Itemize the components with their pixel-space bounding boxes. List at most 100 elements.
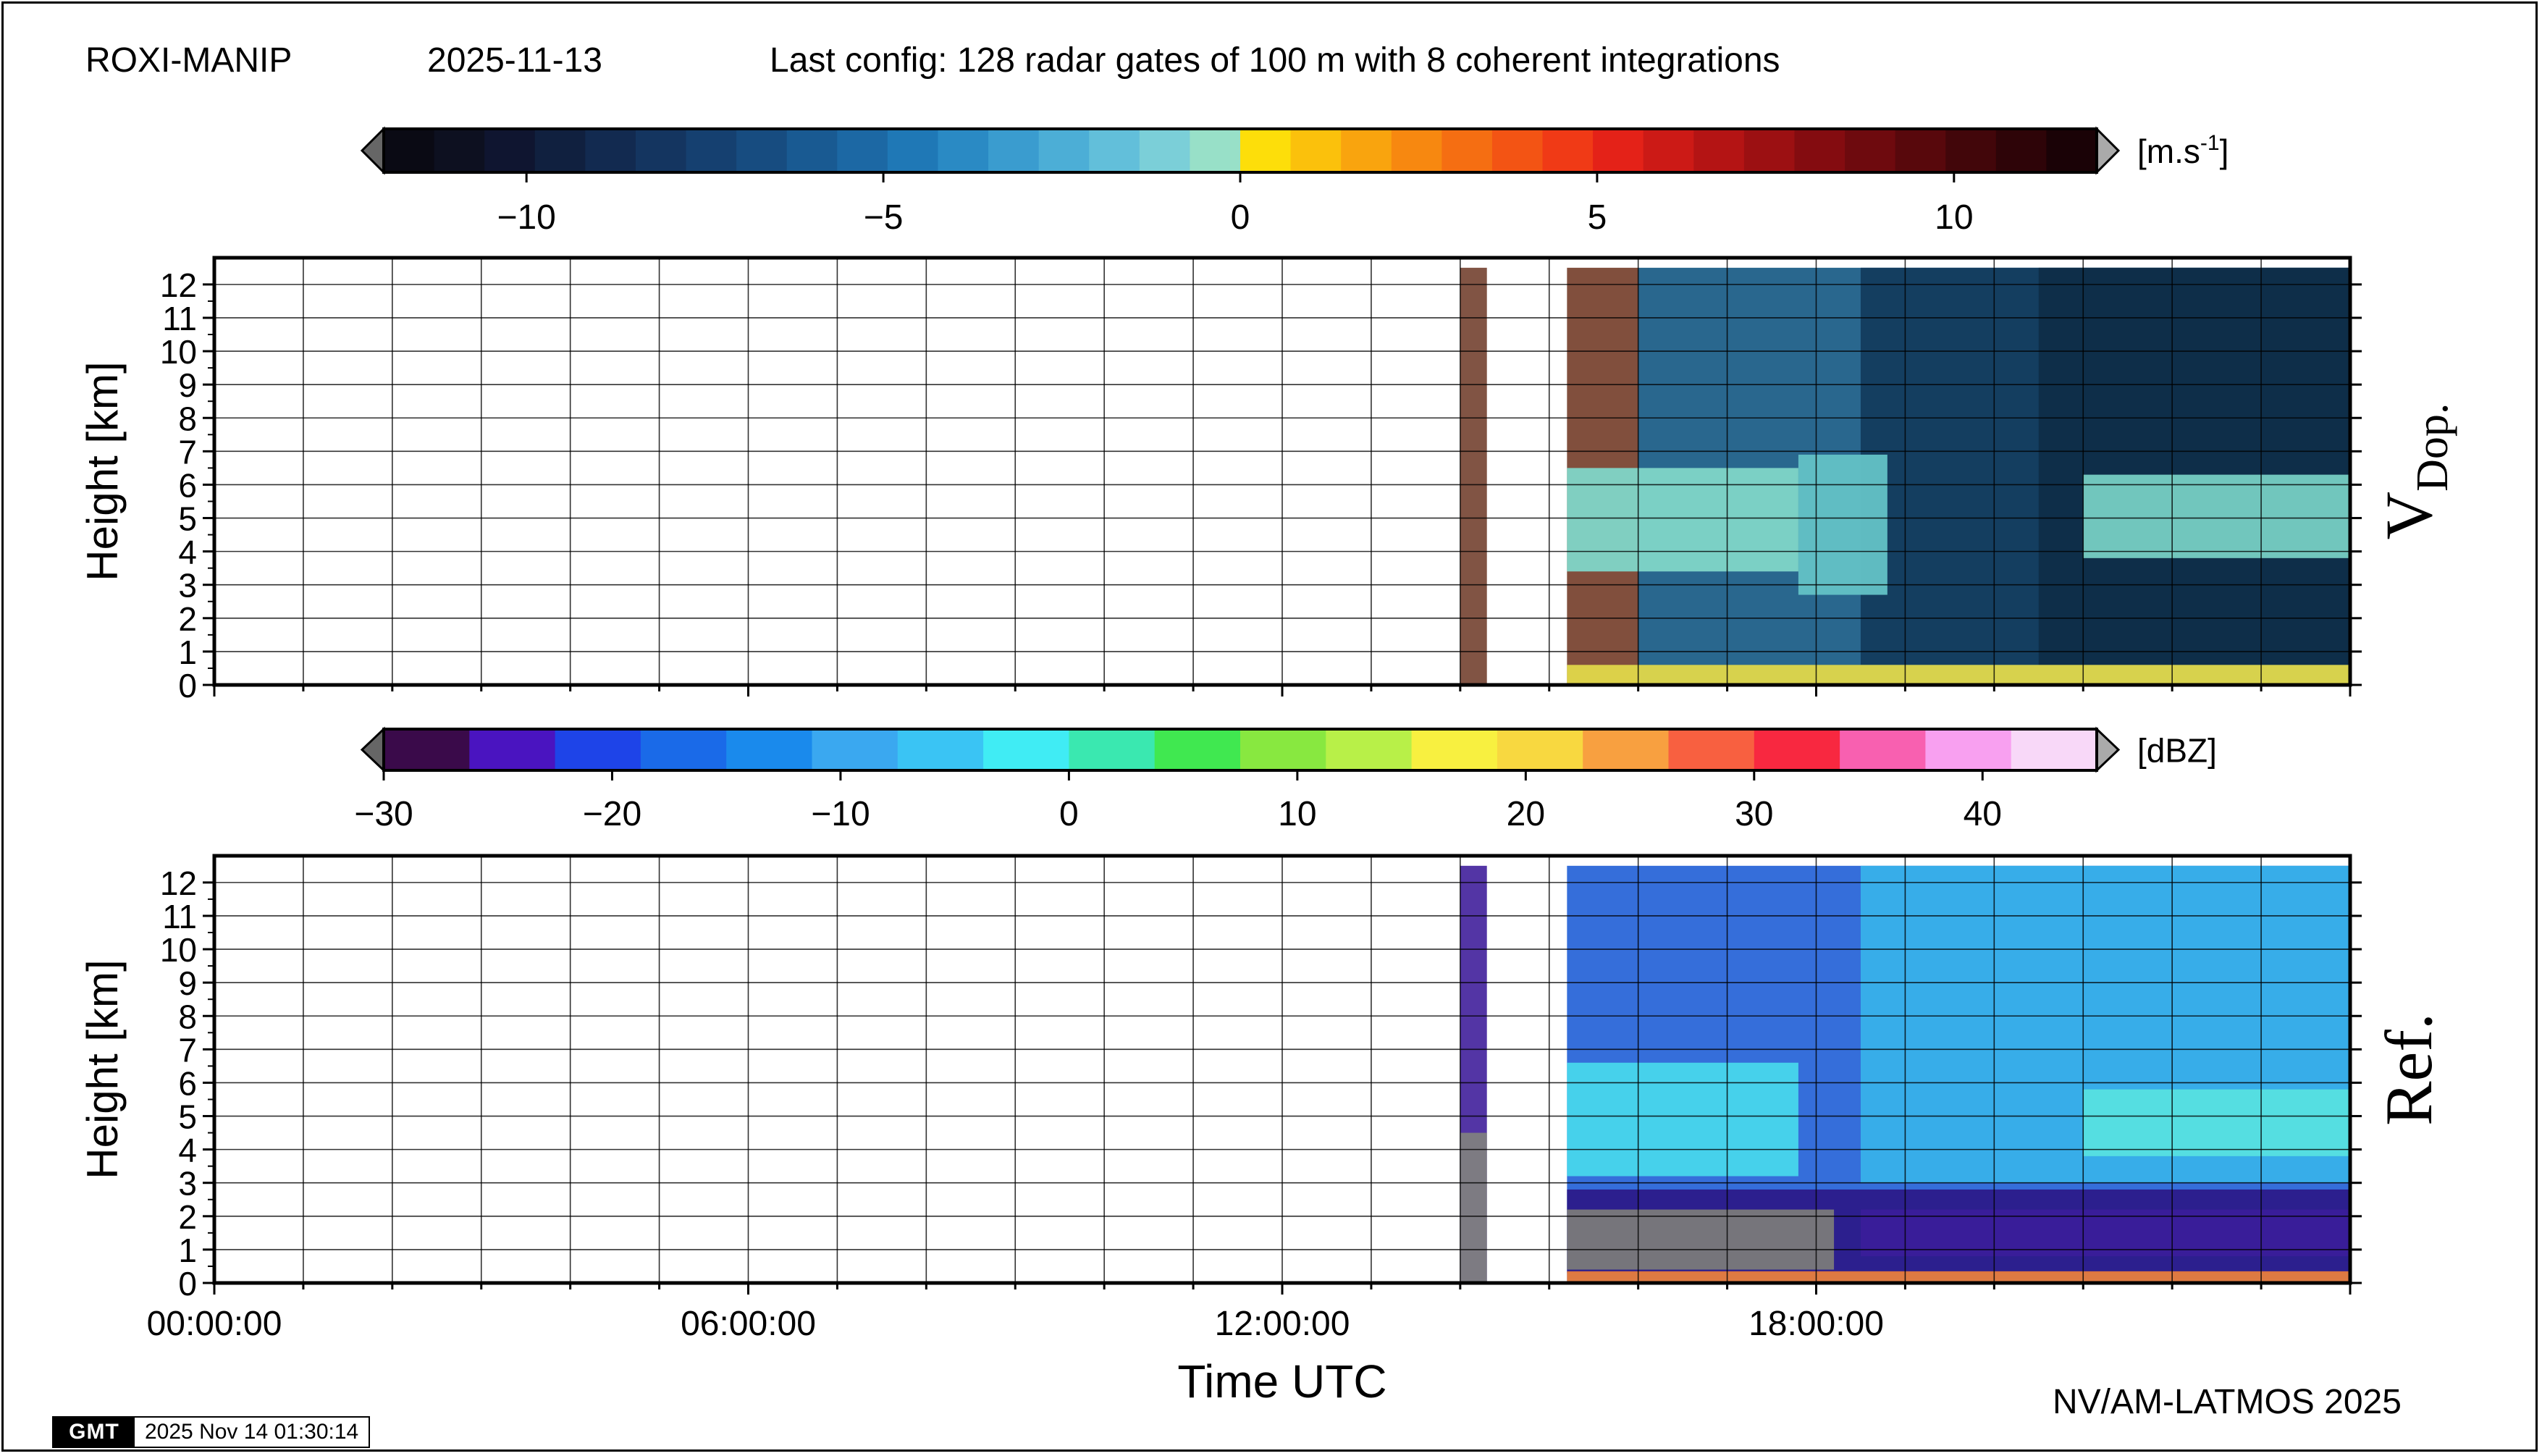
y-tick-label: 11 (162, 300, 197, 337)
colorbar-segment (1290, 129, 1342, 172)
colorbar-segment (1190, 129, 1241, 172)
colorbar-segment (1069, 729, 1156, 770)
colorbar-segment (1895, 129, 1946, 172)
colorbar-segment (1240, 729, 1326, 770)
colorbar-segment (736, 129, 788, 172)
colorbar-segment (938, 129, 989, 172)
colorbar-segment (1442, 129, 1493, 172)
colorbar-tick-label: 0 (1231, 198, 1250, 237)
colorbar-segment (1491, 129, 1544, 172)
colorbar-segment (1583, 729, 1670, 770)
colorbar-segment (983, 729, 1069, 770)
heatmap-region (2038, 267, 2350, 665)
y-tick-label: 4 (178, 1132, 197, 1169)
colorbar-tick-label: 30 (1735, 795, 1773, 833)
colorbar-segment (1326, 729, 1413, 770)
y-tick-label: 2 (178, 600, 197, 638)
y-tick-label: 0 (178, 1265, 197, 1303)
y-tick-label: 6 (178, 466, 197, 504)
x-tick-label: 06:00:00 (681, 1305, 816, 1343)
y-axis-label: Height [km] (78, 361, 127, 581)
y-tick-label: 10 (160, 931, 197, 969)
colorbar-segment (1643, 129, 1694, 172)
colorbar-segment (2046, 129, 2097, 172)
x-tick-label: 00:00:00 (147, 1305, 282, 1343)
colorbar-frame (382, 728, 2098, 772)
y-tick-label: 3 (178, 1165, 197, 1203)
x-tick-label: 18:00:00 (1748, 1305, 1884, 1343)
y-tick-label: 12 (160, 266, 197, 304)
colorbar-tick-label: −10 (811, 795, 870, 833)
heatmap-region (1460, 1132, 1487, 1283)
y-tick-label: 1 (178, 1232, 197, 1269)
colorbar-segment (1341, 129, 1392, 172)
colorbar-segment (1497, 729, 1583, 770)
colorbar-tick-label: 20 (1507, 795, 1545, 833)
colorbar-tick-label: 5 (1588, 198, 1607, 237)
colorbar-segment (1693, 129, 1745, 172)
colorbar-segment (1038, 129, 1090, 172)
colorbar-segment (1995, 129, 2048, 172)
panel-label: Ref. (2372, 1013, 2446, 1126)
colorbar-tick-label: 10 (1935, 198, 1973, 237)
y-tick-label: 7 (178, 1031, 197, 1069)
colorbar-segment (1794, 129, 1846, 172)
heatmap-region (2083, 1089, 2350, 1156)
colorbar-segment (384, 129, 435, 172)
y-tick-label: 5 (178, 500, 197, 538)
colorbar-segment (635, 129, 687, 172)
colorbar-tick-label: −5 (864, 198, 904, 237)
x-axis-label: Time UTC (1177, 1355, 1386, 1407)
y-tick-label: 3 (178, 567, 197, 605)
heatmap-region (2083, 474, 2350, 558)
colorbar-low-arrow (360, 726, 385, 773)
y-tick-label: 8 (178, 400, 197, 437)
y-tick-label: 0 (178, 667, 197, 704)
colorbar-segment (988, 129, 1040, 172)
colorbar-tick-label: −10 (497, 198, 555, 237)
x-tick-label: 12:00:00 (1215, 1305, 1350, 1343)
y-tick-label: 12 (160, 864, 197, 902)
gmt-logo: GMT (54, 1418, 135, 1447)
colorbar-segment (686, 129, 737, 172)
colorbar-segment (1754, 729, 1840, 770)
colorbar-segment (1925, 729, 2012, 770)
heatmap-region (1860, 1209, 2350, 1257)
colorbar-segment (887, 129, 939, 172)
colorbar-tick-label: 0 (1059, 795, 1079, 833)
gmt-timestamp-stamp: GMT 2025 Nov 14 01:30:14 (52, 1416, 371, 1448)
colorbar-segment (534, 129, 586, 172)
colorbar-segment (640, 729, 727, 770)
colorbar-segment (897, 729, 984, 770)
chart-panel-2: −30 −20 −10 0 10 20 30 40[dBZ]0123456789101112H… (78, 726, 2446, 1407)
y-tick-label: 1 (178, 634, 197, 671)
colorbar-segment (837, 129, 888, 172)
colorbar-segment (1089, 129, 1140, 172)
colorbar-high-arrow (2095, 726, 2121, 773)
y-tick-label: 5 (178, 1098, 197, 1136)
colorbar-segment (434, 129, 485, 172)
heatmap-region (1460, 267, 1487, 685)
y-tick-label: 4 (178, 534, 197, 571)
colorbar-high-arrow (2095, 126, 2121, 175)
colorbar-segment (1411, 729, 1498, 770)
colorbar-unit-label: [m.s-1] (2137, 131, 2229, 170)
colorbar-tick-label: 10 (1278, 795, 1316, 833)
station-name: ROXI-MANIP (85, 41, 293, 80)
colorbar-segment (1240, 129, 1292, 172)
heatmap-region (1567, 1209, 1835, 1270)
colorbar-segment (1154, 729, 1241, 770)
footer-credit: NV/AM-LATMOS 2025 (2053, 1383, 2402, 1421)
colorbar-segment (1743, 129, 1796, 172)
colorbar-segment (1945, 129, 1997, 172)
colorbar-segment (1840, 729, 1926, 770)
y-tick-label: 7 (178, 433, 197, 471)
colorbar-segment (384, 729, 470, 770)
colorbar-segment (1391, 129, 1442, 172)
colorbar-low-arrow (360, 126, 385, 175)
colorbar-segment (1593, 129, 1644, 172)
heatmap-region (1567, 1062, 1798, 1177)
